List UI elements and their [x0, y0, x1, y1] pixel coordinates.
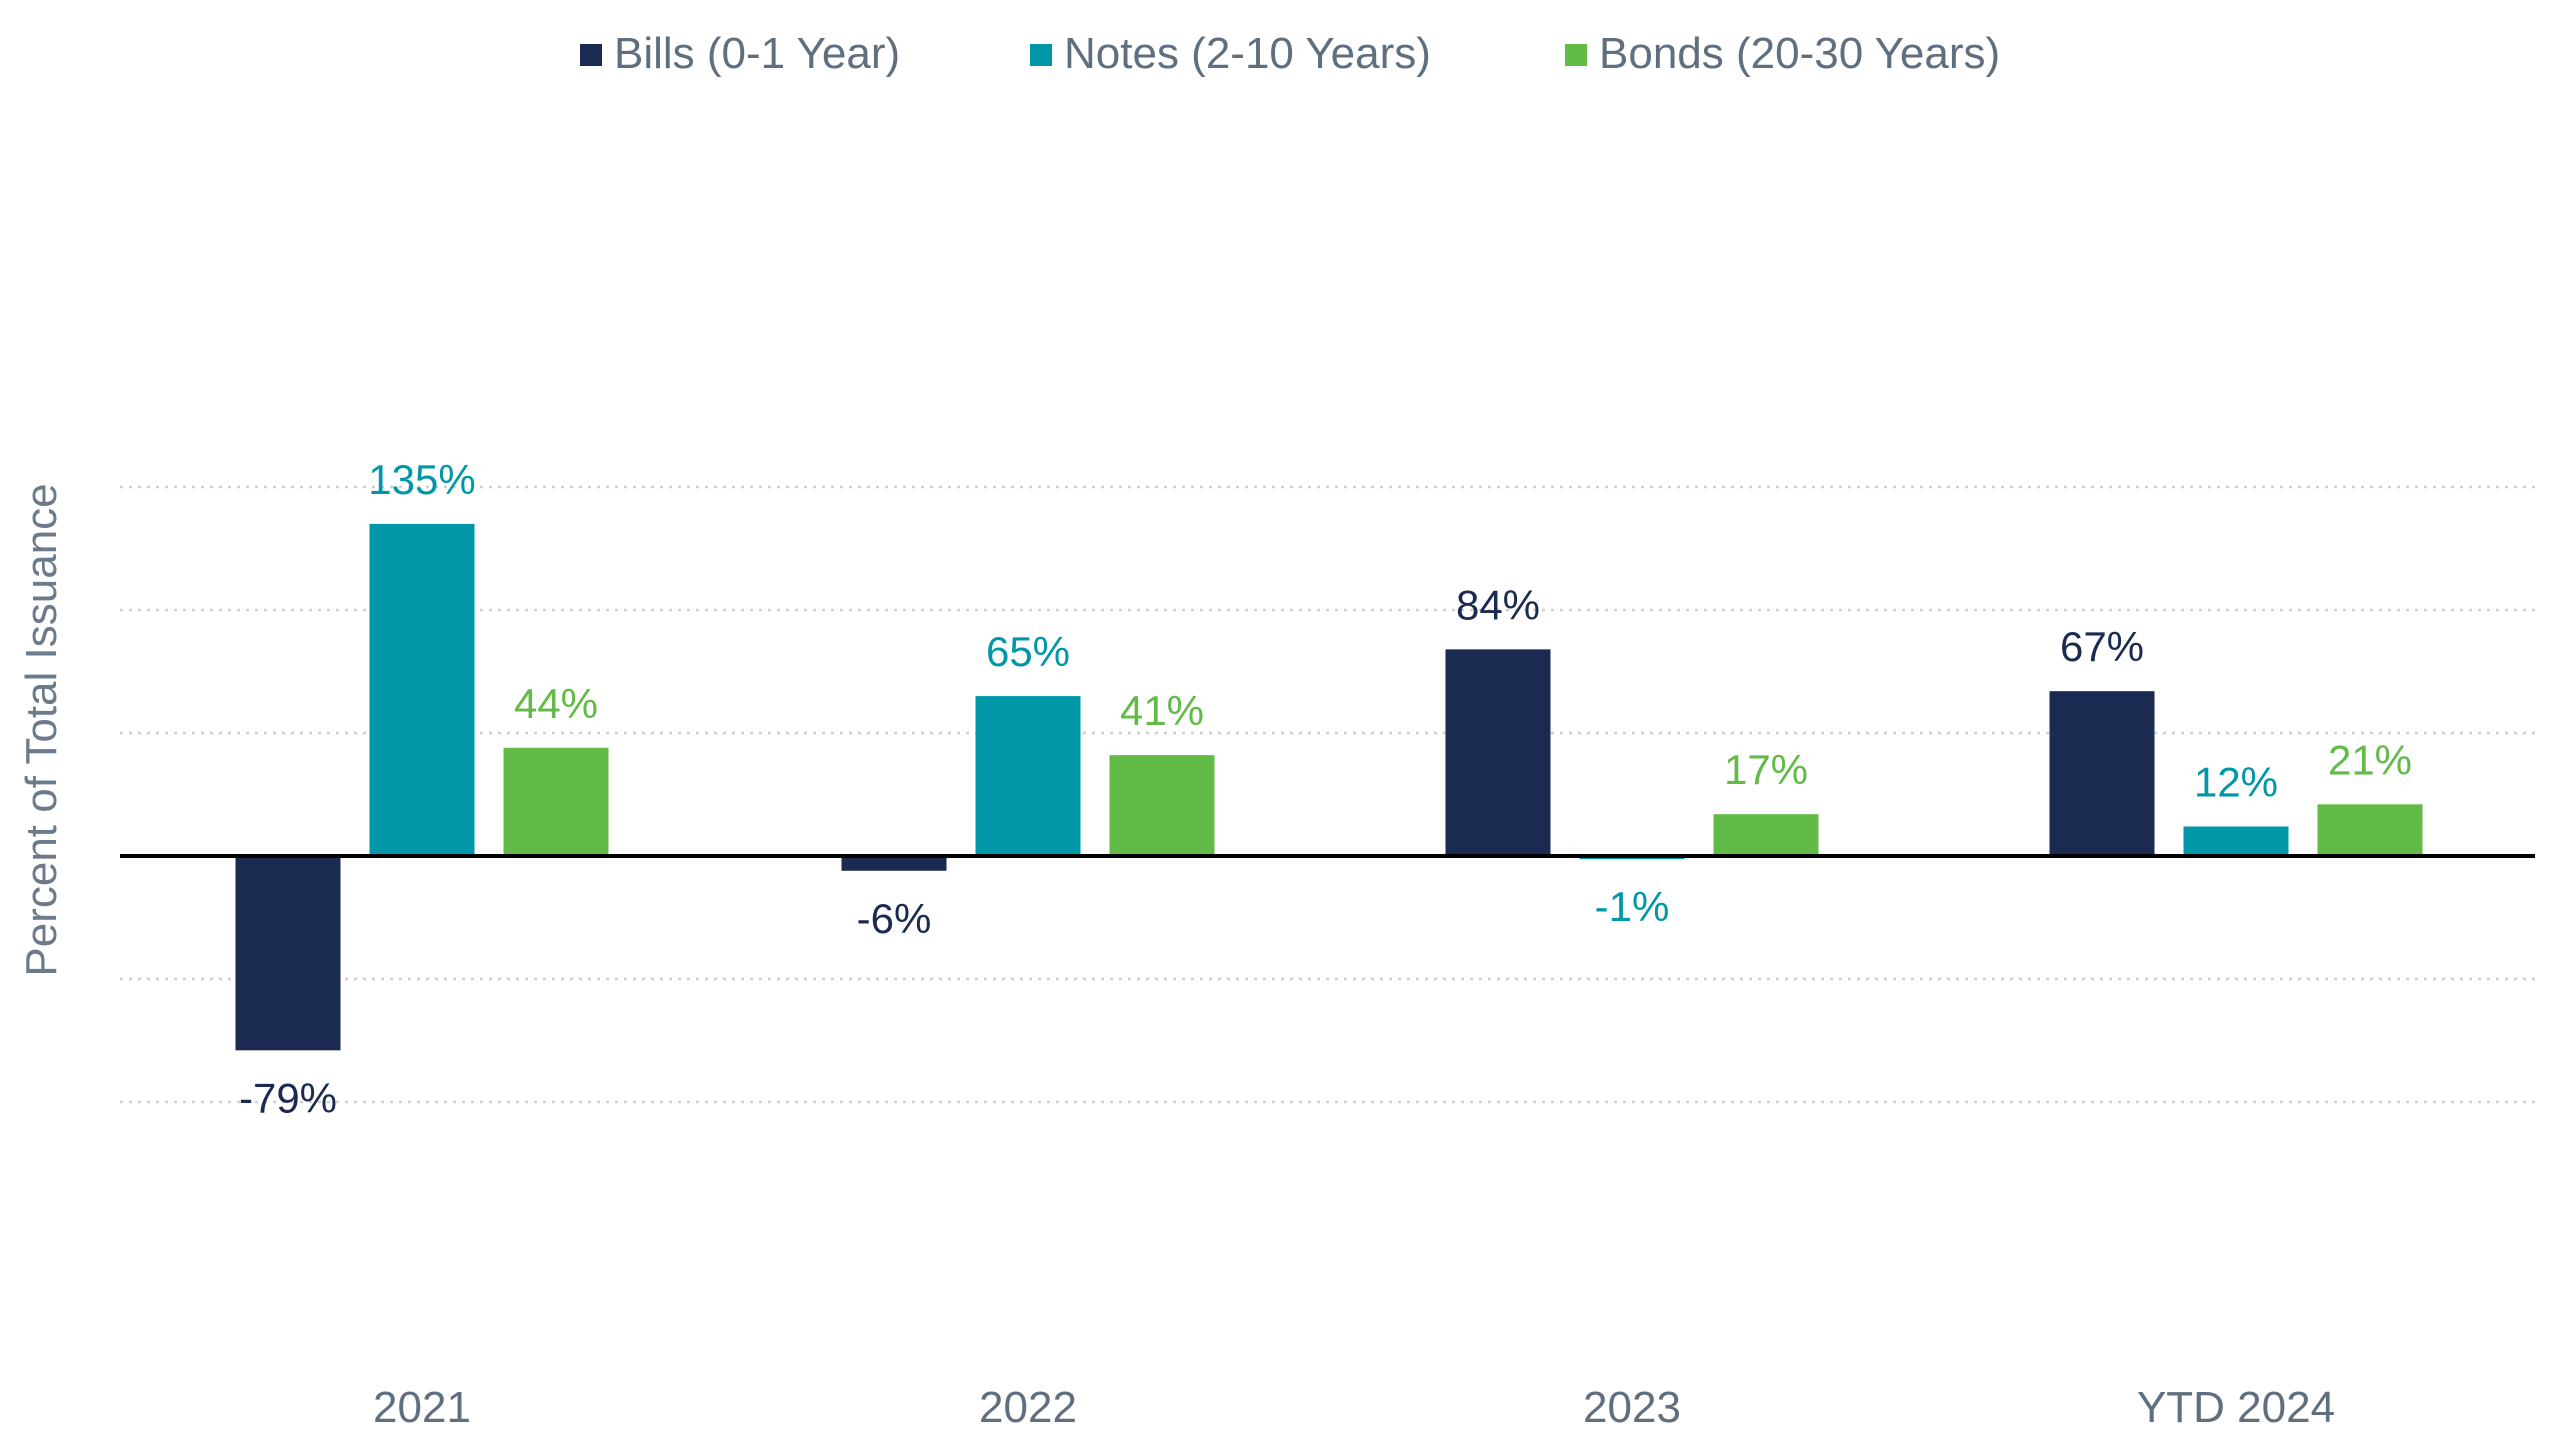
x-tick-label: 2021	[373, 1383, 471, 1432]
data-label: 41%	[1120, 687, 1204, 734]
legend-swatch	[1565, 44, 1587, 66]
bar-bills-ytd-2024	[2049, 691, 2155, 856]
data-label: 17%	[1724, 746, 1808, 793]
data-label: 44%	[514, 680, 598, 727]
gridlines	[120, 485, 2535, 1104]
legend-label: Bonds (20-30 Years)	[1599, 29, 2000, 78]
bar-bills-2021	[235, 856, 341, 1051]
x-tick-label: YTD 2024	[2137, 1383, 2335, 1432]
data-label: 84%	[1456, 581, 1540, 628]
data-label: -79%	[239, 1074, 337, 1121]
bar-bills-2023	[1445, 649, 1551, 856]
legend-item: Notes (2-10 Years)	[1030, 29, 1431, 78]
y-axis-title: Percent of Total Issuance	[17, 483, 66, 976]
data-label: -1%	[1595, 883, 1670, 930]
bar-bonds-ytd-2024	[2317, 804, 2423, 856]
bar-notes-2022	[975, 696, 1081, 856]
bar-bonds-2022	[1109, 755, 1215, 856]
data-label: 67%	[2060, 623, 2144, 670]
data-label: 65%	[986, 628, 1070, 675]
data-label: 12%	[2194, 758, 2278, 805]
legend-item: Bills (0-1 Year)	[580, 29, 900, 78]
bar-bonds-2023	[1713, 814, 1819, 856]
legend-item: Bonds (20-30 Years)	[1565, 29, 2000, 78]
data-label: 135%	[368, 456, 475, 503]
legend-swatch	[1030, 44, 1052, 66]
x-tick-label: 2023	[1583, 1383, 1681, 1432]
data-label: 21%	[2328, 736, 2412, 783]
bars	[120, 523, 2535, 1051]
legend-label: Bills (0-1 Year)	[614, 29, 900, 78]
bar-bonds-2021	[503, 747, 609, 856]
bar-notes-2021	[369, 523, 475, 856]
bar-bills-2022	[841, 856, 947, 871]
bar-notes-ytd-2024	[2183, 826, 2289, 856]
legend-swatch	[580, 44, 602, 66]
legend-label: Notes (2-10 Years)	[1064, 29, 1431, 78]
x-axis-ticks: 2021 2022 2023 YTD 2024	[373, 1383, 2335, 1432]
data-labels: -79% 135% 44% -6% 65% 41% 84% -1% 17% 67% 12% 21%	[239, 456, 2412, 1121]
data-label: -6%	[857, 895, 932, 942]
legend: Bills (0-1 Year) Notes (2-10 Years) Bonds …	[580, 29, 2000, 78]
x-tick-label: 2022	[979, 1383, 1077, 1432]
